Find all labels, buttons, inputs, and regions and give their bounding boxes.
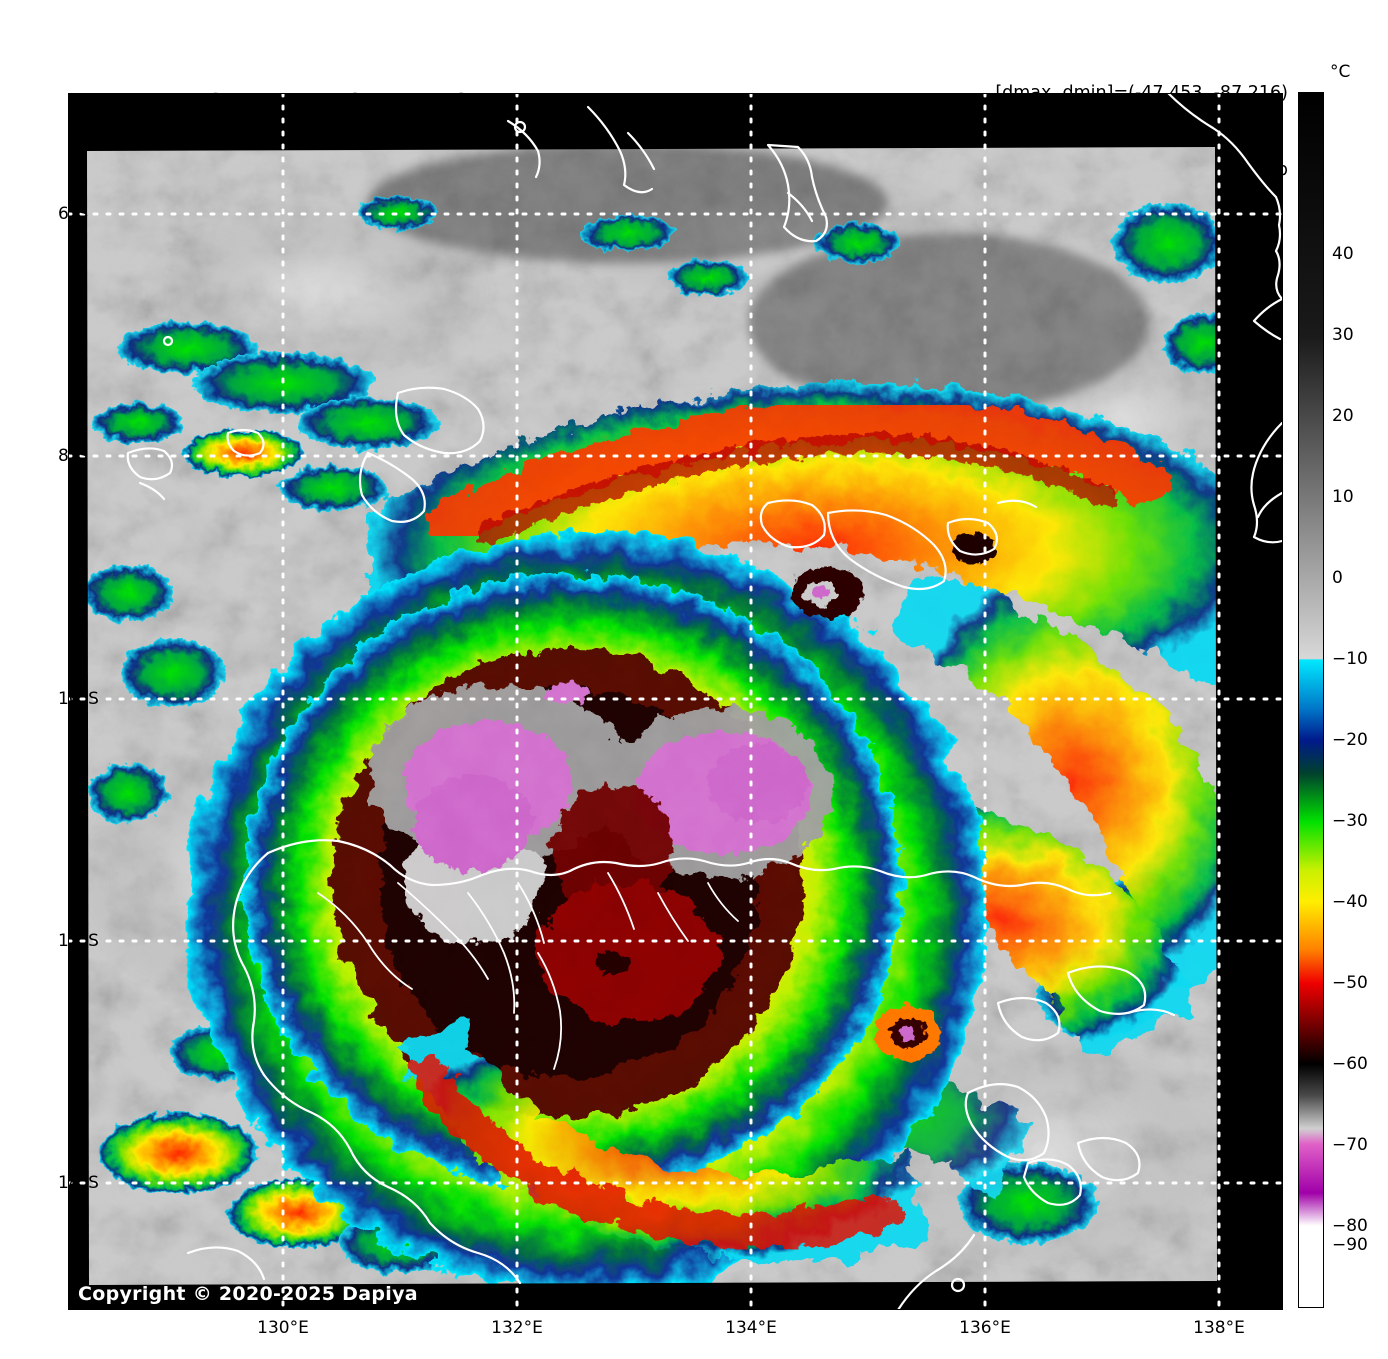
ir-brightness-temperature-heatmap	[68, 93, 1283, 1310]
colorbar-tick-m50: −50	[1332, 973, 1368, 993]
colorbar-tick-m10: −10	[1332, 649, 1368, 669]
xtick-label-1: 132°E	[491, 1318, 543, 1338]
colorbar-tick-40: 40	[1332, 244, 1354, 264]
xtick-label-0: 130°E	[257, 1318, 309, 1338]
colorbar-tick-m80: −80	[1332, 1216, 1368, 1236]
xtick-label-2: 134°E	[725, 1318, 777, 1338]
coastline-overlay	[126, 93, 1283, 1310]
satellite-image-panel[interactable]	[68, 93, 1283, 1310]
ytick-label-2: 10°S	[58, 689, 99, 709]
colorbar-tick-30: 30	[1332, 325, 1354, 345]
ytick-label-4: 14°S	[58, 1173, 99, 1193]
xtick-label-4: 138°E	[1193, 1318, 1245, 1338]
colorbar-tick-10: 10	[1332, 487, 1354, 507]
colorbar-tick-m70: −70	[1332, 1135, 1368, 1155]
ytick-label-1: 8°S	[58, 446, 89, 466]
colorbar-tick-m30: −30	[1332, 811, 1368, 831]
colorbar-tick-20: 20	[1332, 406, 1354, 426]
xtick-label-3: 136°E	[959, 1318, 1011, 1338]
ytick-label-3: 12°S	[58, 931, 99, 951]
ytick-label-0: 6°S	[58, 204, 89, 224]
colorbar-unit-label: °C	[1330, 62, 1351, 82]
colorbar-tick-m90: −90	[1332, 1235, 1368, 1255]
colorbar-tick-0: 0	[1332, 568, 1343, 588]
colorbar-gradient	[1299, 93, 1323, 1307]
colorbar-tick-m20: −20	[1332, 730, 1368, 750]
colorbar-tick-m60: −60	[1332, 1054, 1368, 1074]
copyright-label: Copyright © 2020-2025 Dapiya	[78, 1283, 418, 1305]
satellite-swath	[87, 147, 1217, 1285]
colorbar-tick-m40: −40	[1332, 892, 1368, 912]
graticule-gridlines	[68, 93, 1283, 1310]
colorbar[interactable]	[1298, 92, 1324, 1308]
